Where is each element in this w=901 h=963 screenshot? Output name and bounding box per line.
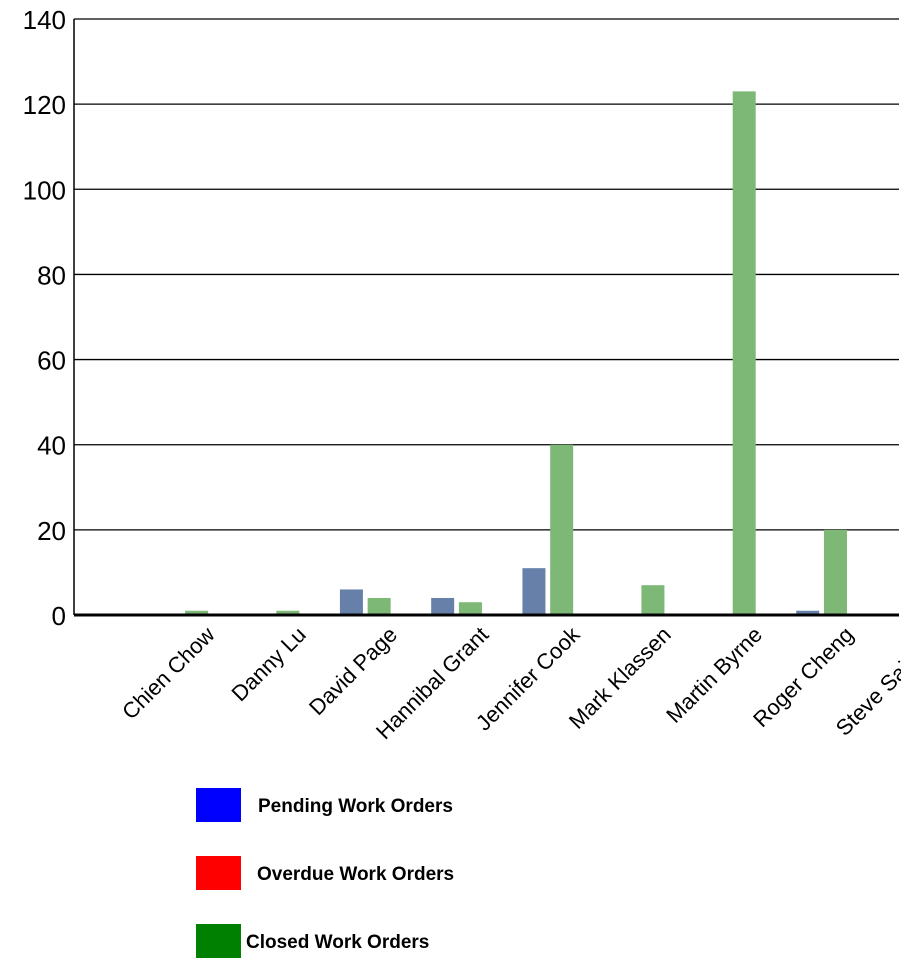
legend-label: Overdue Work Orders xyxy=(257,864,454,885)
x-category-label: David Page xyxy=(304,622,402,720)
bar-pending-work-orders xyxy=(522,568,546,615)
bar-pending-work-orders xyxy=(796,610,820,615)
bars xyxy=(185,91,847,615)
y-tick-label: 0 xyxy=(52,601,66,631)
x-category-label: Chien Chow xyxy=(117,622,219,724)
bar-closed-work-orders xyxy=(823,529,847,615)
legend-swatch xyxy=(196,856,241,890)
bar-closed-work-orders xyxy=(458,602,482,615)
legend-swatch xyxy=(196,788,241,822)
x-category-label: Danny Lu xyxy=(227,622,311,706)
bar-pending-work-orders xyxy=(431,597,455,615)
legend-label: Closed Work Orders xyxy=(246,932,429,953)
y-axis-tick-labels: 0 20 40 60 80 100 120 140 xyxy=(23,5,66,631)
bar-closed-work-orders xyxy=(550,444,574,615)
bar-closed-work-orders xyxy=(367,597,391,615)
y-tick-label: 140 xyxy=(23,5,66,35)
bar-pending-work-orders xyxy=(339,589,363,615)
bar-closed-work-orders xyxy=(641,585,665,615)
y-tick-label: 60 xyxy=(37,346,66,376)
y-tick-label: 40 xyxy=(37,431,66,461)
y-tick-label: 100 xyxy=(23,175,66,205)
y-tick-label: 20 xyxy=(37,516,66,546)
legend-label: Pending Work Orders xyxy=(258,796,453,817)
grid-lines xyxy=(74,18,899,531)
legend-swatch xyxy=(196,924,241,958)
axes xyxy=(73,19,899,617)
legend: Pending Work Orders Overdue Work Orders Cl… xyxy=(196,788,454,958)
bar-closed-work-orders xyxy=(185,610,209,615)
y-tick-label: 80 xyxy=(37,260,66,290)
y-tick-label: 120 xyxy=(23,90,66,120)
bar-closed-work-orders xyxy=(732,91,756,615)
bar-closed-work-orders xyxy=(276,610,300,615)
